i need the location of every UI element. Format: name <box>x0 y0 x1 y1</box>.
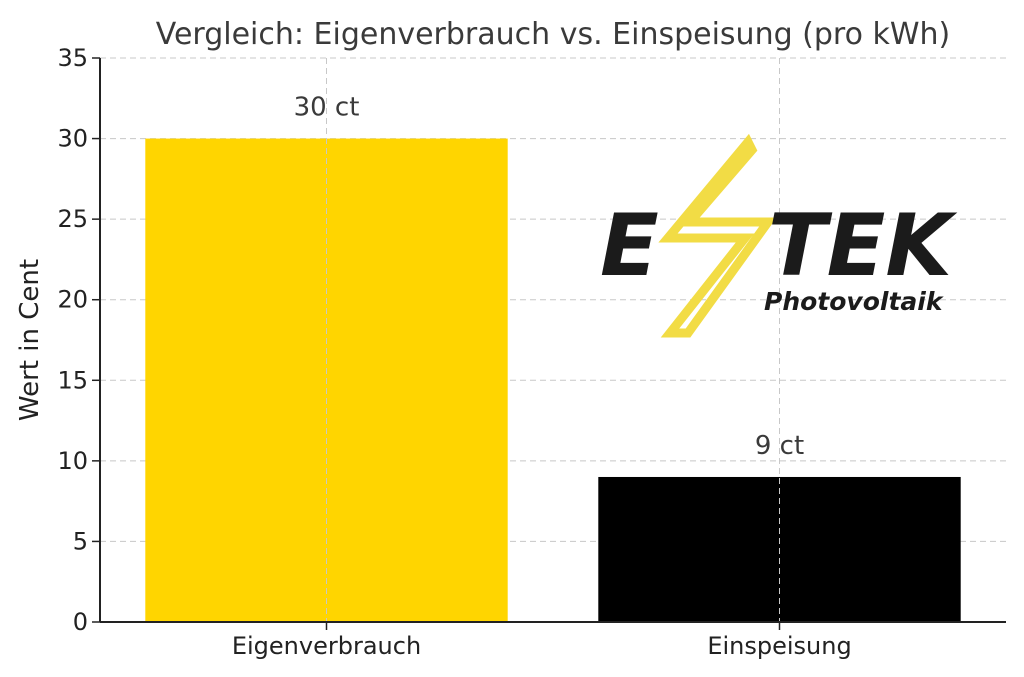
y-tick-label: 10 <box>57 447 88 475</box>
data-label: 30 ct <box>294 93 360 123</box>
data-label: 9 ct <box>755 431 804 461</box>
y-tick-label: 15 <box>57 366 88 394</box>
logo-text-tek: TEK <box>768 196 957 296</box>
vertical-grid-lines <box>326 58 780 622</box>
x-tick-label: Einspeisung <box>707 632 851 660</box>
data-labels: 30 ct 9 ct <box>294 93 805 461</box>
x-ticks: Eigenverbrauch Einspeisung <box>232 622 852 660</box>
y-ticks: 0 5 10 15 20 25 30 35 <box>57 44 100 636</box>
y-tick-label: 20 <box>57 286 88 314</box>
y-tick-label: 0 <box>73 608 88 636</box>
chart-title: Vergleich: Eigenverbrauch vs. Einspeisun… <box>156 17 950 52</box>
x-tick-label: Eigenverbrauch <box>232 632 421 660</box>
logo-letter-e: E <box>600 196 659 296</box>
y-tick-label: 25 <box>57 205 88 233</box>
y-axis-label: Wert in Cent <box>15 259 45 421</box>
estek-logo: E TEK Photovoltaik <box>600 133 957 338</box>
y-tick-label: 5 <box>73 527 88 555</box>
lightning-bolt-icon <box>658 133 777 338</box>
y-tick-label: 30 <box>57 125 88 153</box>
y-tick-label: 35 <box>57 44 88 72</box>
logo-subtitle: Photovoltaik <box>764 287 944 316</box>
